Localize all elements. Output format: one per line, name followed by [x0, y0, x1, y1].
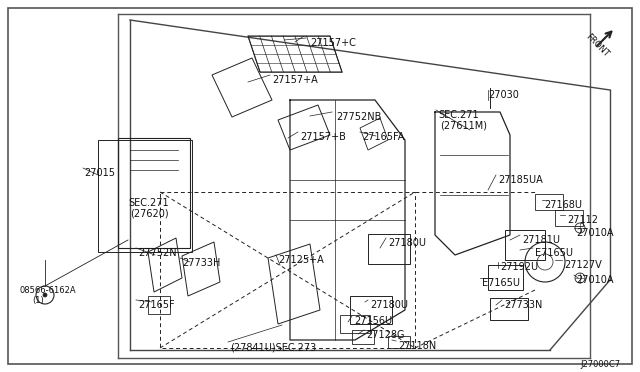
Text: (27611M): (27611M): [440, 120, 487, 130]
Text: SEC.271: SEC.271: [438, 110, 479, 120]
Text: 08566-6162A: 08566-6162A: [20, 286, 77, 295]
Text: 27733H: 27733H: [182, 258, 220, 268]
Text: 27127V: 27127V: [564, 260, 602, 270]
Text: 27010A: 27010A: [576, 228, 614, 238]
Text: 27125+A: 27125+A: [278, 255, 324, 265]
Bar: [148, 296, 170, 314]
Text: J27000C7: J27000C7: [580, 360, 620, 369]
Text: 27010A: 27010A: [576, 275, 614, 285]
Bar: [350, 296, 392, 324]
Text: 27112: 27112: [567, 215, 598, 225]
Text: 27733N: 27733N: [504, 300, 542, 310]
Bar: [388, 336, 410, 348]
Circle shape: [43, 293, 47, 297]
Text: 27165FA: 27165FA: [362, 132, 404, 142]
Text: 27157+C: 27157+C: [310, 38, 356, 48]
Text: 27180U: 27180U: [370, 300, 408, 310]
Bar: [555, 210, 583, 226]
Text: 27185UA: 27185UA: [498, 175, 543, 185]
Bar: [352, 330, 374, 344]
Text: 27015: 27015: [84, 168, 115, 178]
Text: 27165F: 27165F: [138, 300, 175, 310]
Text: 27180U: 27180U: [388, 238, 426, 248]
Text: E7165U: E7165U: [482, 278, 520, 288]
Text: 27168U: 27168U: [544, 200, 582, 210]
Text: 27030: 27030: [488, 90, 519, 100]
Text: (27841U)SEC.273: (27841U)SEC.273: [230, 342, 316, 352]
Text: (27620): (27620): [130, 208, 168, 218]
Text: FRONT: FRONT: [584, 32, 611, 58]
Bar: [368, 234, 410, 264]
Text: 27156U: 27156U: [354, 316, 392, 326]
Bar: [490, 298, 528, 320]
Text: E7165U: E7165U: [535, 248, 573, 258]
Text: SEC.271: SEC.271: [128, 198, 168, 208]
Text: 27192U: 27192U: [500, 262, 538, 272]
Text: 27157+B: 27157+B: [300, 132, 346, 142]
Text: 27752N: 27752N: [138, 248, 177, 258]
Bar: [505, 230, 545, 260]
Bar: [488, 265, 523, 290]
Bar: [340, 315, 370, 333]
Text: 27157+A: 27157+A: [272, 75, 317, 85]
Text: 27181U: 27181U: [522, 235, 560, 245]
Text: 27118N: 27118N: [398, 341, 436, 351]
Bar: [535, 194, 563, 210]
Text: 27128G: 27128G: [366, 330, 404, 340]
Text: (1): (1): [32, 296, 44, 305]
Text: 27752NB: 27752NB: [336, 112, 381, 122]
